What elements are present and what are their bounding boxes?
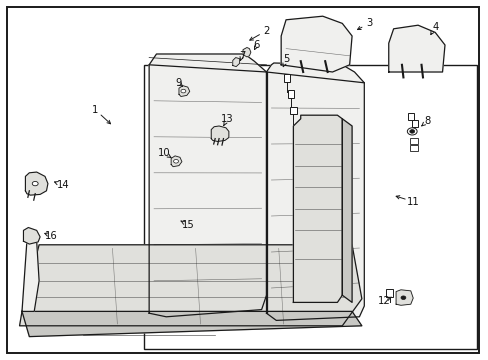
Polygon shape — [179, 86, 189, 96]
Text: 12: 12 — [377, 296, 389, 306]
Circle shape — [409, 130, 414, 133]
Text: 1: 1 — [92, 105, 99, 115]
Polygon shape — [171, 156, 182, 167]
Bar — [411, 120, 417, 127]
Polygon shape — [232, 58, 239, 67]
Polygon shape — [388, 25, 444, 72]
Polygon shape — [211, 126, 228, 141]
Polygon shape — [20, 245, 361, 326]
Bar — [409, 138, 417, 144]
Polygon shape — [243, 48, 250, 57]
Polygon shape — [23, 228, 40, 244]
Bar — [386, 289, 392, 297]
Polygon shape — [266, 63, 364, 320]
Bar — [409, 145, 417, 151]
Polygon shape — [22, 241, 39, 311]
Text: 6: 6 — [253, 40, 260, 50]
Polygon shape — [25, 172, 48, 195]
Text: 14: 14 — [57, 180, 70, 190]
Text: 2: 2 — [263, 26, 269, 36]
Polygon shape — [293, 115, 342, 302]
Bar — [287, 90, 294, 98]
Text: 5: 5 — [282, 54, 289, 64]
Polygon shape — [22, 311, 361, 337]
Text: 8: 8 — [424, 116, 430, 126]
Bar — [407, 113, 413, 120]
Circle shape — [181, 89, 185, 93]
Text: 9: 9 — [175, 78, 182, 88]
Text: 13: 13 — [221, 114, 233, 124]
Text: 3: 3 — [366, 18, 371, 28]
Bar — [144, 65, 476, 349]
Text: 15: 15 — [182, 220, 194, 230]
Circle shape — [407, 128, 416, 135]
Polygon shape — [395, 290, 412, 305]
Text: 10: 10 — [157, 148, 170, 158]
Circle shape — [173, 159, 178, 163]
Text: 4: 4 — [431, 22, 437, 32]
Polygon shape — [342, 119, 351, 302]
Bar — [289, 107, 296, 114]
Polygon shape — [149, 54, 266, 317]
Text: 16: 16 — [45, 231, 58, 241]
Polygon shape — [281, 16, 351, 72]
Circle shape — [32, 181, 38, 186]
Circle shape — [400, 296, 405, 300]
Text: 11: 11 — [406, 197, 419, 207]
Bar — [283, 74, 290, 82]
Text: 7: 7 — [238, 51, 245, 61]
